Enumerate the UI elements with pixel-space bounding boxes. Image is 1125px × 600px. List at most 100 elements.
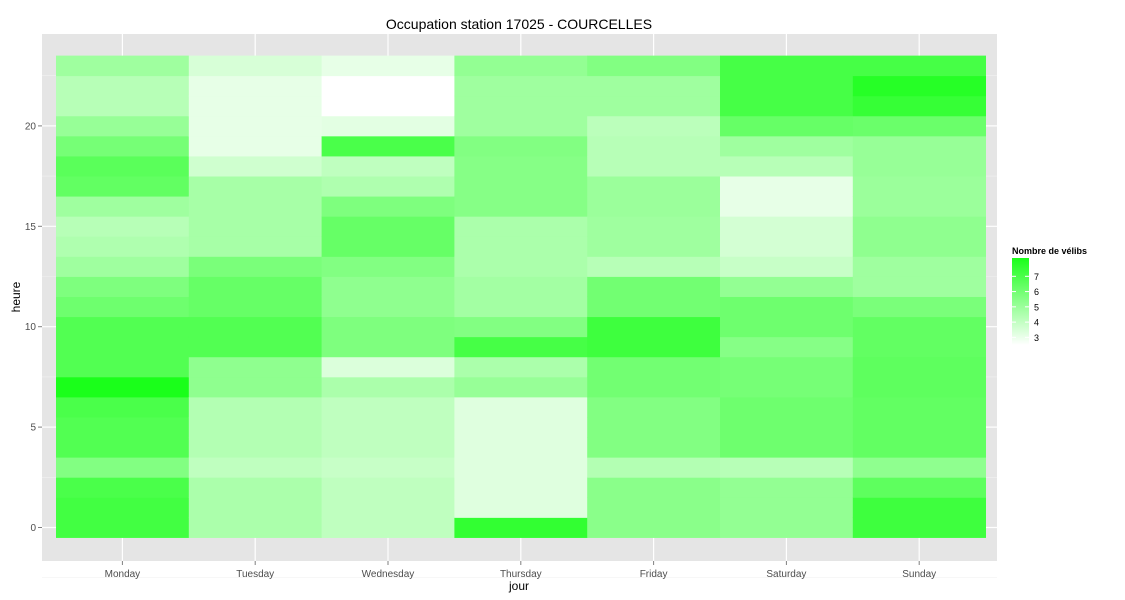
heatmap-tile-monday-1 [56,497,190,518]
heatmap-tile-friday-7 [587,376,721,398]
heatmap-tile-friday-12 [587,276,721,297]
heatmap-tile-saturday-17 [720,176,854,197]
heatmap-tile-friday-23 [587,55,721,77]
heatmap-tile-monday-21 [56,95,190,117]
heatmap-tile-saturday-12 [720,276,854,297]
heatmap-tile-sunday-19 [852,135,986,157]
heatmap-tile-friday-19 [587,135,721,157]
heatmap-tile-sunday-1 [852,497,986,518]
heatmap-tile-friday-18 [587,156,721,177]
heatmap-tile-monday-16 [56,196,190,217]
heatmap-tile-wednesday-3 [321,457,455,478]
legend-tick-label: 5 [1034,302,1039,312]
heatmap-tile-monday-19 [56,135,190,157]
heatmap-tile-monday-20 [56,115,190,137]
heatmap-tile-sunday-20 [852,115,986,137]
heatmap-tile-sunday-13 [852,256,986,277]
heatmap-tile-thursday-1 [454,497,588,518]
heatmap-tile-wednesday-13 [321,256,455,277]
heatmap-tile-tuesday-13 [188,256,322,277]
x-tick-label-wednesday: Wednesday [362,569,415,580]
heatmap-tile-monday-6 [56,396,190,418]
heatmap-tile-thursday-15 [454,216,588,237]
heatmap-tile-saturday-23 [720,55,854,77]
heatmap-tile-saturday-9 [720,336,854,358]
heatmap-tile-thursday-11 [454,296,588,318]
heatmap-tile-thursday-21 [454,95,588,117]
heatmap-tile-wednesday-7 [321,376,455,398]
heatmap-tile-friday-10 [587,316,721,338]
heatmap-tile-friday-11 [587,296,721,318]
heatmap-tile-tuesday-5 [188,417,322,438]
heatmap-tile-saturday-13 [720,256,854,277]
x-tick-label-friday: Friday [640,569,668,580]
heatmap-tile-tuesday-19 [188,135,322,157]
heatmap-tile-saturday-21 [720,95,854,117]
heatmap-tile-saturday-22 [720,75,854,97]
heatmap-tile-saturday-11 [720,296,854,318]
heatmap-tile-thursday-9 [454,336,588,358]
heatmap-tile-tuesday-9 [188,336,322,358]
heatmap-tile-saturday-8 [720,356,854,378]
legend-tick-label: 3 [1034,333,1039,343]
heatmap-tile-friday-21 [587,95,721,117]
legend-tick-label: 7 [1034,272,1039,282]
heatmap-tile-thursday-16 [454,196,588,217]
heatmap-tile-monday-22 [56,75,190,97]
heatmap-tile-friday-16 [587,196,721,217]
heatmap-tile-sunday-8 [852,356,986,378]
heatmap-tile-friday-1 [587,497,721,518]
heatmap-tile-sunday-11 [852,296,986,318]
heatmap-tile-monday-18 [56,156,190,177]
heatmap-tile-sunday-10 [852,316,986,338]
heatmap-tile-sunday-22 [852,75,986,97]
heatmap-tile-saturday-2 [720,477,854,498]
heatmap-tile-thursday-10 [454,316,588,338]
heatmap-tile-wednesday-0 [321,517,455,538]
heatmap-tile-thursday-17 [454,176,588,197]
heatmap-tile-saturday-1 [720,497,854,518]
heatmap-tile-saturday-0 [720,517,854,538]
heatmap-tile-friday-17 [587,176,721,197]
heatmap-tile-tuesday-3 [188,457,322,478]
heatmap-tile-tuesday-4 [188,437,322,458]
heatmap-tile-monday-5 [56,417,190,438]
heatmap-tile-tuesday-6 [188,396,322,418]
legend-tick-label: 6 [1034,287,1039,297]
heatmap-tile-thursday-7 [454,376,588,398]
heatmap-tile-thursday-18 [454,156,588,177]
x-axis-ticks: Monday Tuesday Wednesday Thursday Friday Satu… [105,561,936,580]
heatmap-tile-tuesday-2 [188,477,322,498]
heatmap-tile-friday-8 [587,356,721,378]
heatmap-tile-friday-6 [587,396,721,418]
heatmap-tile-tuesday-23 [188,55,322,77]
heatmap-tile-friday-22 [587,75,721,97]
heatmap-tile-monday-3 [56,457,190,478]
chart-title: Occupation station 17025 - COURCELLES [386,16,652,32]
heatmap-tile-saturday-14 [720,236,854,257]
heatmap-tile-tuesday-14 [188,236,322,257]
heatmap-tile-friday-9 [587,336,721,358]
heatmap-tile-thursday-4 [454,437,588,458]
heatmap-tile-tuesday-8 [188,356,322,378]
y-tick-label: 20 [25,121,37,132]
heatmap-tile-friday-3 [587,457,721,478]
heatmap-tile-saturday-20 [720,115,854,137]
heatmap-tile-wednesday-18 [321,156,455,177]
heatmap-tile-tuesday-22 [188,75,322,97]
heatmap-tile-tuesday-15 [188,216,322,237]
heatmap-tile-saturday-16 [720,196,854,217]
heatmap-tile-wednesday-2 [321,477,455,498]
heatmap-tile-thursday-3 [454,457,588,478]
heatmap-tile-thursday-5 [454,417,588,438]
heatmap-tile-wednesday-8 [321,356,455,378]
heatmap-tile-monday-0 [56,517,190,538]
heatmap-tile-tuesday-1 [188,497,322,518]
x-axis-title: jour [508,579,529,593]
heatmap-tile-monday-2 [56,477,190,498]
heatmap-tile-friday-14 [587,236,721,257]
heatmap-tile-wednesday-1 [321,497,455,518]
heatmap-tile-thursday-22 [454,75,588,97]
heatmap-tile-sunday-18 [852,156,986,177]
